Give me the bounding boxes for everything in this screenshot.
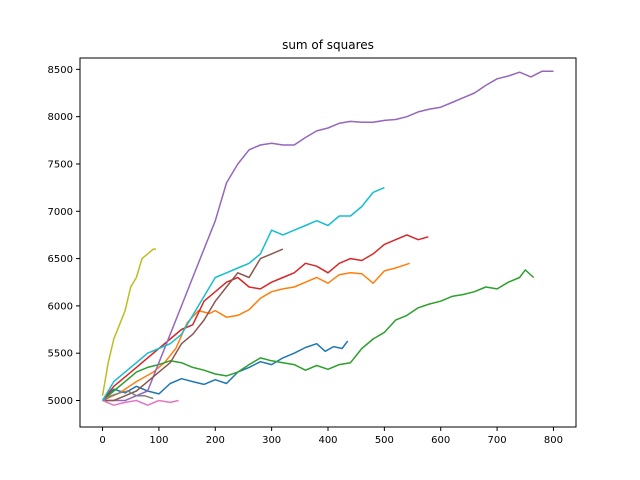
series-layer	[101, 70, 554, 406]
y-tick-label: 6000	[48, 301, 73, 312]
y-axis: 5000 5500 6000 6500 7000 7500 8000 8500	[48, 65, 80, 407]
series-line-3	[102, 269, 535, 402]
x-axis: 0 100 200 300 400 500 600 700 800	[99, 427, 563, 446]
x-tick-label: 700	[488, 435, 507, 446]
series-line-1	[101, 340, 349, 402]
y-tick-label: 5000	[48, 396, 73, 407]
series-line-8	[102, 390, 154, 402]
x-tick-label: 200	[206, 435, 225, 446]
x-tick-label: 300	[262, 435, 281, 446]
y-tick-label: 6500	[48, 254, 73, 265]
series-line-5	[102, 70, 554, 402]
y-tick-label: 7000	[48, 207, 73, 218]
x-tick-label: 0	[99, 435, 105, 446]
chart-title: sum of squares	[282, 38, 374, 52]
y-tick-label: 7500	[48, 159, 73, 170]
x-tick-label: 100	[149, 435, 168, 446]
series-line-6	[102, 248, 284, 402]
x-tick-label: 500	[375, 435, 394, 446]
x-tick-label: 800	[544, 435, 563, 446]
series-line-9	[101, 248, 157, 396]
plot-background	[80, 58, 576, 427]
y-tick-label: 5500	[48, 349, 73, 360]
y-tick-label: 8000	[48, 112, 73, 123]
series-line-2	[102, 262, 410, 402]
x-tick-label: 600	[431, 435, 450, 446]
x-tick-label: 400	[318, 435, 337, 446]
y-tick-label: 8500	[48, 65, 73, 76]
series-line-7	[102, 399, 179, 406]
series-line-10	[101, 186, 385, 401]
